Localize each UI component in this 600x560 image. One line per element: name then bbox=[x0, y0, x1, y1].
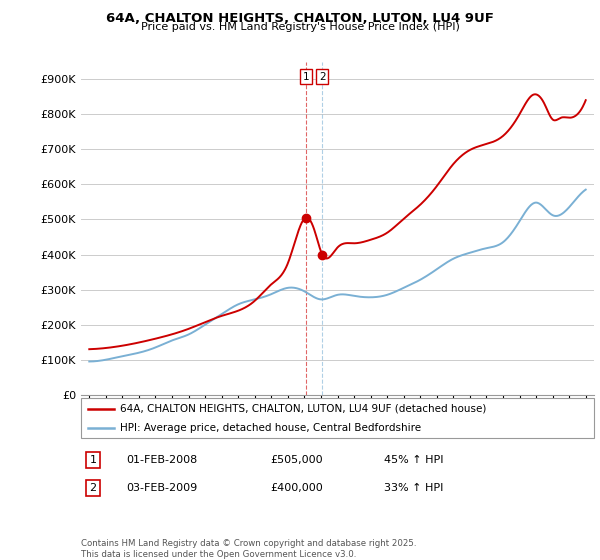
Text: 2: 2 bbox=[89, 483, 97, 493]
Text: 03-FEB-2009: 03-FEB-2009 bbox=[126, 483, 197, 493]
Text: HPI: Average price, detached house, Central Bedfordshire: HPI: Average price, detached house, Cent… bbox=[120, 423, 421, 433]
Text: 01-FEB-2008: 01-FEB-2008 bbox=[126, 455, 197, 465]
Text: 33% ↑ HPI: 33% ↑ HPI bbox=[384, 483, 443, 493]
Text: 1: 1 bbox=[302, 72, 309, 82]
Text: Price paid vs. HM Land Registry's House Price Index (HPI): Price paid vs. HM Land Registry's House … bbox=[140, 22, 460, 32]
Text: £400,000: £400,000 bbox=[270, 483, 323, 493]
Text: 64A, CHALTON HEIGHTS, CHALTON, LUTON, LU4 9UF (detached house): 64A, CHALTON HEIGHTS, CHALTON, LUTON, LU… bbox=[120, 404, 487, 414]
Text: Contains HM Land Registry data © Crown copyright and database right 2025.
This d: Contains HM Land Registry data © Crown c… bbox=[81, 539, 416, 559]
Text: £505,000: £505,000 bbox=[270, 455, 323, 465]
Text: 2: 2 bbox=[319, 72, 326, 82]
Text: 1: 1 bbox=[89, 455, 97, 465]
Text: 45% ↑ HPI: 45% ↑ HPI bbox=[384, 455, 443, 465]
Text: 64A, CHALTON HEIGHTS, CHALTON, LUTON, LU4 9UF: 64A, CHALTON HEIGHTS, CHALTON, LUTON, LU… bbox=[106, 12, 494, 25]
